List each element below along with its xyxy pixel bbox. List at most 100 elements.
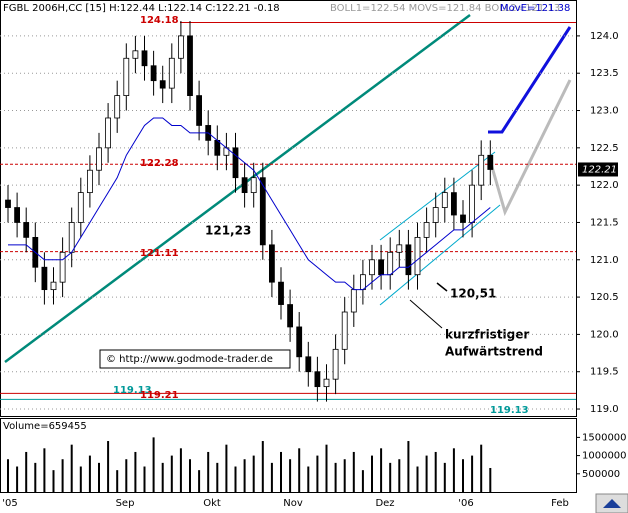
header-indicators: BOLL1=122.54 MOVS=121.84 BOLL2=121.13 <box>330 3 560 14</box>
volume-bar <box>25 451 28 492</box>
level-label: 122.28 <box>140 158 179 169</box>
volume-bar <box>170 455 173 492</box>
y-tick-label: 124.0 <box>590 31 619 42</box>
volume-label: Volume=659455 <box>3 421 87 432</box>
forecast-gray <box>488 79 572 217</box>
candle-body <box>250 177 257 194</box>
candle-body <box>123 57 130 96</box>
volume-bar <box>198 470 201 492</box>
candle-body <box>259 177 266 246</box>
candle-body <box>314 371 321 388</box>
vol-tick-label: 500000 <box>582 469 620 480</box>
volume-bar <box>88 455 91 492</box>
candle-body <box>159 80 166 89</box>
annotation: Aufwärtstrend <box>445 345 543 359</box>
last-price-box <box>578 162 618 177</box>
candle-body <box>5 199 11 208</box>
volume-bar <box>143 466 146 492</box>
candle-body <box>50 281 57 291</box>
volume-bar <box>471 455 474 492</box>
annotation: 121,23 <box>205 224 251 238</box>
y-tick-label: 119.5 <box>590 367 619 378</box>
candle-body <box>450 192 457 216</box>
candle-body <box>59 251 66 283</box>
volume-bar <box>389 462 392 492</box>
volume-bar <box>298 448 301 492</box>
annotation: 120,51 <box>450 287 496 301</box>
candle-body <box>378 259 385 276</box>
level-label: 119.13 <box>490 405 529 416</box>
candle-body <box>141 50 148 67</box>
volume-bar <box>161 462 164 492</box>
volume-bar <box>243 459 246 492</box>
candle-body <box>441 192 448 208</box>
candle-body <box>196 95 203 126</box>
candle-body <box>332 348 339 380</box>
volume-bar <box>43 448 46 492</box>
annotation: kurzfristiger <box>445 328 529 342</box>
header: FGBL 2006H,CC [15] H:122.44 L:122.14 C:1… <box>3 3 280 14</box>
candle-body <box>396 244 403 253</box>
candle-body <box>177 35 184 59</box>
volume-bar <box>361 470 364 492</box>
candle-body <box>41 266 48 291</box>
candle-body <box>478 154 485 186</box>
volume-bar <box>16 466 19 492</box>
volume-bar <box>316 455 319 492</box>
volume-bar <box>407 441 410 492</box>
volume-bar <box>307 466 310 492</box>
volume-bar <box>443 462 446 492</box>
y-tick-label: 122.0 <box>590 180 619 191</box>
candle-body <box>105 117 111 149</box>
price-frame <box>0 0 577 417</box>
volume-bar <box>125 459 128 492</box>
last-price: 122.21 <box>582 164 617 175</box>
arrow <box>409 299 443 329</box>
candle-body <box>460 214 466 223</box>
candle-body <box>305 356 312 373</box>
volume-bar <box>34 462 37 492</box>
volume-bar <box>425 455 428 492</box>
x-tick-label: Okt <box>203 498 221 509</box>
copyright-box <box>99 349 291 369</box>
candle-body <box>296 326 303 358</box>
y-tick-label: 120.5 <box>590 292 619 303</box>
level-label: 119.21 <box>140 390 179 401</box>
volume-bar <box>462 459 464 492</box>
volume-bar <box>352 451 355 492</box>
candle-body <box>96 147 102 171</box>
candle-body <box>405 244 412 276</box>
channel-line <box>379 151 496 241</box>
volume-bar <box>334 462 337 492</box>
volume-bar <box>134 451 137 492</box>
volume-bar <box>7 459 9 492</box>
volume-bar <box>252 455 255 492</box>
corner-icon <box>603 499 621 508</box>
volume-bar <box>398 459 401 492</box>
level-label: 119.13 <box>113 385 152 396</box>
volume-bar <box>434 451 437 492</box>
arrow <box>436 282 448 292</box>
volume-bar <box>480 444 483 492</box>
volume-bar <box>270 462 273 492</box>
copyright: © http://www.godmode-trader.de <box>106 354 273 365</box>
volume-bar <box>207 451 210 492</box>
candle-body <box>432 207 439 223</box>
candle-body <box>77 192 84 223</box>
volume-bar <box>280 451 282 492</box>
x-tick-label: '05 <box>2 498 17 509</box>
volume-bar <box>452 448 455 492</box>
x-tick-label: Nov <box>283 498 303 509</box>
volume-bar <box>234 466 237 492</box>
vol-tick-label: 1500000 <box>582 432 627 443</box>
candle-body <box>241 177 248 194</box>
candle-body <box>87 169 93 194</box>
y-tick-label: 121.5 <box>590 217 619 228</box>
volume-bar <box>179 448 182 492</box>
candle-body <box>369 259 375 276</box>
volume-bar <box>152 437 155 492</box>
y-tick-label: 119.0 <box>590 404 619 415</box>
candle-body <box>68 222 75 253</box>
candle-body <box>487 154 494 170</box>
